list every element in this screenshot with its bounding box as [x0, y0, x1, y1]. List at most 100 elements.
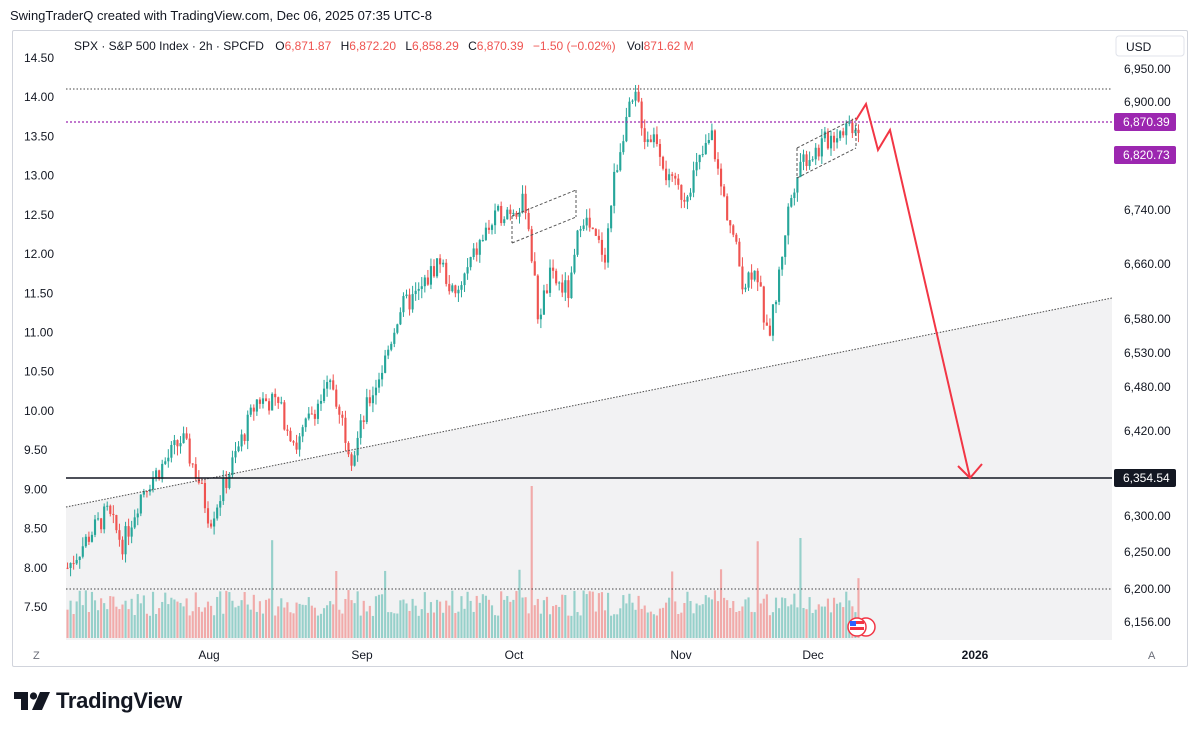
candle [203, 479, 207, 514]
volume-bar [701, 604, 704, 638]
candle [411, 285, 414, 313]
volume-bar [283, 607, 286, 638]
candle [145, 491, 148, 498]
volume-bar [66, 609, 69, 638]
volume-bar [197, 607, 200, 638]
volume-bar [301, 604, 304, 638]
volume-bar [802, 607, 805, 638]
candle [133, 509, 136, 530]
volume-bar [280, 598, 283, 638]
candle [790, 194, 793, 208]
candle [179, 436, 182, 454]
volume-bar [268, 598, 271, 638]
candlesticks [66, 84, 860, 577]
chart-frame [12, 30, 1188, 667]
candle [478, 238, 481, 263]
volume-bar [649, 611, 652, 638]
volume-bar [811, 613, 814, 638]
volume-bar [112, 596, 115, 638]
candle [377, 372, 381, 393]
time-axis-tick-label: Sep [351, 648, 373, 662]
candle [301, 424, 304, 443]
candle [264, 394, 268, 402]
volume-bar [591, 591, 594, 638]
left-axis-tick-label: 11.00 [24, 326, 53, 340]
left-axis-tick-label: 9.00 [24, 482, 48, 496]
candle [668, 168, 671, 188]
volume-bar [90, 591, 94, 638]
volume-bar [628, 593, 631, 638]
volume-bar [573, 590, 576, 638]
volume-bar [490, 605, 494, 638]
candle [561, 274, 564, 298]
channel[interactable] [511, 189, 577, 244]
candle [191, 463, 194, 468]
volume-bar [216, 596, 219, 638]
candle [814, 143, 817, 166]
candle [426, 269, 429, 286]
volume-bar [665, 602, 668, 638]
chart-attribution: SwingTraderQ created with TradingView.co… [10, 8, 432, 23]
candle [384, 349, 387, 374]
candle [109, 504, 112, 517]
volume-bar [399, 600, 402, 638]
volume-bar [558, 606, 561, 638]
left-axis-tick-label: 12.50 [24, 208, 54, 222]
volume-bar [787, 606, 790, 638]
volume-bar [723, 597, 726, 638]
candle [368, 389, 371, 407]
price-channels[interactable] [511, 117, 857, 244]
candle [475, 242, 478, 262]
volume-bar [576, 612, 579, 638]
time-axis[interactable]: Aug Sep Oct Nov Dec 2026 [198, 648, 988, 662]
volume-bar [823, 606, 826, 638]
candle [848, 115, 851, 127]
legend-low-label: L [405, 39, 412, 53]
currency-button[interactable]: USD [1115, 35, 1185, 57]
candle [161, 459, 164, 483]
volume-bar [353, 603, 356, 638]
candle [552, 259, 555, 279]
candle [460, 281, 463, 298]
candle [533, 252, 536, 276]
candle [350, 452, 353, 472]
volume-bar [451, 590, 454, 638]
volume-bar [579, 615, 582, 638]
trendline[interactable] [65, 297, 1113, 508]
volume-bar [209, 605, 213, 638]
right-axis[interactable]: 6,950.00 6,900.00 6,740.00 6,660.00 6,580.00… [1124, 62, 1171, 629]
candle [774, 300, 778, 314]
candle [759, 275, 762, 287]
candle [472, 243, 475, 260]
candle [75, 553, 78, 565]
candle [704, 134, 707, 155]
candle [771, 304, 775, 342]
volume-bar [344, 598, 347, 638]
volume-bar [588, 591, 591, 638]
brand[interactable]: TradingView [14, 686, 182, 716]
channel[interactable] [796, 117, 857, 179]
auto-scale-button[interactable]: A [1148, 650, 1156, 662]
volume-bar [155, 613, 158, 638]
volume-bar [332, 604, 335, 638]
volume-bar [445, 600, 448, 638]
candle [588, 208, 591, 232]
volume-bar [710, 599, 713, 638]
volume-bar [289, 612, 292, 638]
candle [228, 472, 231, 490]
zoom-reset-button[interactable]: Z [33, 650, 40, 662]
volume-bars [66, 486, 860, 638]
volume-bar [356, 591, 359, 638]
volume-bar [96, 610, 100, 638]
candle [787, 203, 790, 245]
candle [155, 467, 158, 482]
candle [326, 375, 329, 397]
forecast-arrow[interactable] [855, 101, 971, 479]
volume-bar [133, 615, 136, 638]
candle [148, 484, 152, 496]
candle [225, 470, 228, 494]
volume-bar [237, 605, 240, 638]
economic-events-icon[interactable] [847, 617, 876, 637]
volume-bar [515, 591, 518, 638]
